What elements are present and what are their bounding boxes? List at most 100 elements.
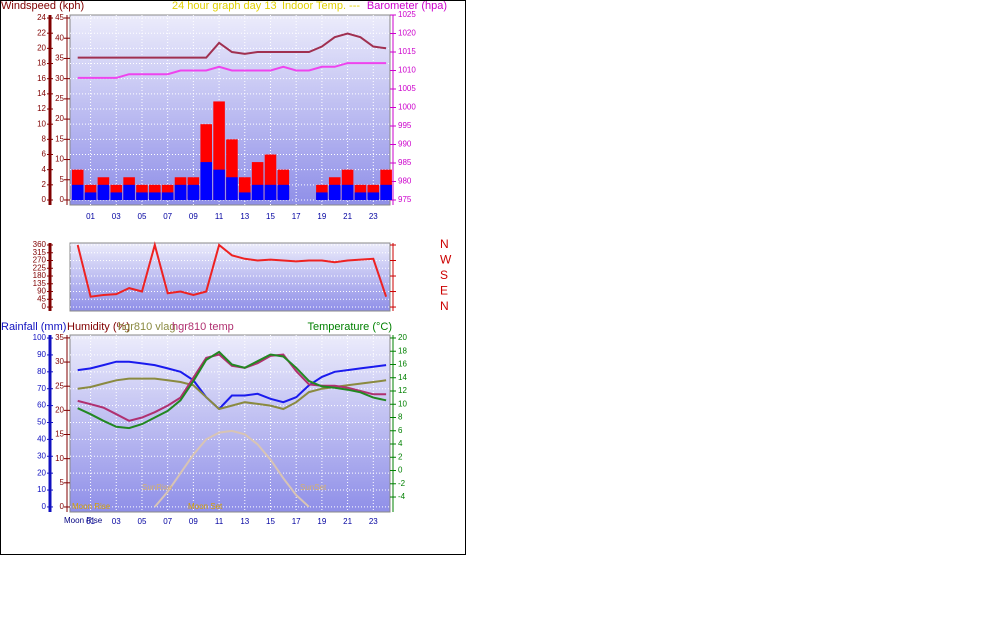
y-tick-label: 60 [37, 401, 46, 410]
axis-title: Windspeed (kph) [1, 0, 84, 12]
axis-title: Rainfall (mm) [1, 321, 66, 333]
y-tick-label: 20 [37, 43, 46, 52]
bar [341, 184, 354, 200]
y-tick-label: 1025 [398, 10, 416, 19]
y-tick-label: 10 [55, 454, 64, 463]
y-tick-label: 90 [37, 350, 46, 359]
bar [380, 184, 392, 200]
y-tick-label: 0 [60, 502, 65, 511]
y-tick-label: 20 [398, 333, 407, 342]
chart-subtitle: Indoor Temp. --- [282, 0, 360, 12]
y-tick-label: -4 [398, 492, 406, 501]
y-tick-label: 985 [398, 158, 412, 167]
y-tick-label: 16 [398, 360, 407, 369]
line-series [77, 62, 387, 79]
y-tick-label: 180 [33, 271, 47, 280]
y-tick-label: 22 [37, 28, 46, 37]
y-tick-label: S [440, 268, 448, 282]
line-series [77, 350, 387, 430]
annotation: Moon Rise [64, 516, 103, 525]
y-tick-label: 8 [398, 413, 403, 422]
x-tick-label: 13 [240, 212, 249, 221]
x-tick-label: 15 [266, 212, 275, 221]
bar [226, 177, 238, 200]
x-tick-label: 15 [266, 517, 275, 526]
x-tick-label: 23 [369, 517, 378, 526]
bar [123, 184, 135, 200]
line-series [77, 32, 387, 59]
y-tick-label: -2 [398, 479, 406, 488]
x-tick-label: 13 [240, 517, 249, 526]
y-tick-label: 30 [55, 74, 64, 83]
y-tick-label: 40 [37, 434, 46, 443]
x-tick-label: 21 [343, 517, 352, 526]
y-tick-label: 15 [55, 430, 64, 439]
bar [264, 154, 277, 200]
x-tick-label: 23 [369, 212, 378, 221]
y-tick-label: 16 [37, 74, 46, 83]
y-tick-label: 18 [398, 346, 407, 355]
x-tick-label: 11 [215, 517, 224, 526]
line-series [76, 241, 388, 298]
y-tick-label: 12 [398, 386, 407, 395]
y-tick-label: 0 [42, 302, 47, 311]
y-tick-label: 24 [37, 13, 46, 22]
y-tick-label: 90 [37, 287, 46, 296]
annotation: Moon Set [188, 502, 223, 511]
annotation: Moon Rise [72, 502, 111, 511]
axis-title: Barometer (hpa) [367, 0, 447, 12]
bar [251, 184, 264, 200]
bar [149, 192, 161, 200]
chart-title: 24 hour graph day 13 [172, 0, 277, 12]
line-series [77, 360, 387, 411]
bar [213, 169, 225, 200]
y-tick-label: 40 [55, 33, 64, 42]
x-tick-label: 07 [163, 212, 172, 221]
y-tick-label: 20 [37, 468, 46, 477]
y-tick-label: 35 [55, 54, 64, 63]
y-tick-label: 8 [42, 134, 47, 143]
bar [187, 184, 200, 200]
y-tick-label: 14 [398, 373, 407, 382]
y-tick-label: 45 [55, 13, 64, 22]
bar [84, 192, 97, 200]
y-tick-label: 6 [42, 150, 47, 159]
y-tick-label: 18 [37, 59, 46, 68]
y-tick-label: 0 [60, 195, 65, 204]
bar [71, 184, 84, 200]
y-tick-label: 10 [398, 399, 407, 408]
x-tick-label: 17 [292, 517, 301, 526]
bar [238, 177, 251, 200]
x-tick-label: 05 [138, 212, 147, 221]
y-tick-label: 14 [37, 89, 46, 98]
x-tick-label: 17 [292, 212, 301, 221]
x-tick-label: 21 [343, 212, 352, 221]
y-tick-label: 4 [398, 439, 403, 448]
y-tick-label: 1005 [398, 84, 416, 93]
y-tick-label: 1000 [398, 103, 416, 112]
y-tick-label: 25 [55, 381, 64, 390]
x-tick-label: 03 [112, 212, 121, 221]
bar [174, 184, 187, 200]
bar [97, 184, 110, 200]
axis-title: Humidity (%) [67, 321, 130, 333]
y-tick-label: 5 [60, 478, 65, 487]
y-tick-label: 315 [33, 248, 47, 257]
y-tick-label: 15 [55, 134, 64, 143]
y-tick-label: 360 [33, 240, 47, 249]
y-tick-label: 975 [398, 195, 412, 204]
y-tick-label: 20 [55, 114, 64, 123]
y-tick-label: 990 [398, 140, 412, 149]
bar [354, 192, 367, 200]
x-tick-label: 01 [86, 212, 95, 221]
y-tick-label: 4 [42, 165, 47, 174]
y-tick-label: 2 [398, 452, 403, 461]
bar [136, 192, 148, 200]
y-tick-label: 25 [55, 94, 64, 103]
y-tick-label: 10 [37, 119, 46, 128]
line-series [154, 429, 310, 508]
annotation: SunSet [300, 483, 327, 492]
x-tick-label: 19 [317, 517, 326, 526]
x-tick-label: 05 [138, 517, 147, 526]
